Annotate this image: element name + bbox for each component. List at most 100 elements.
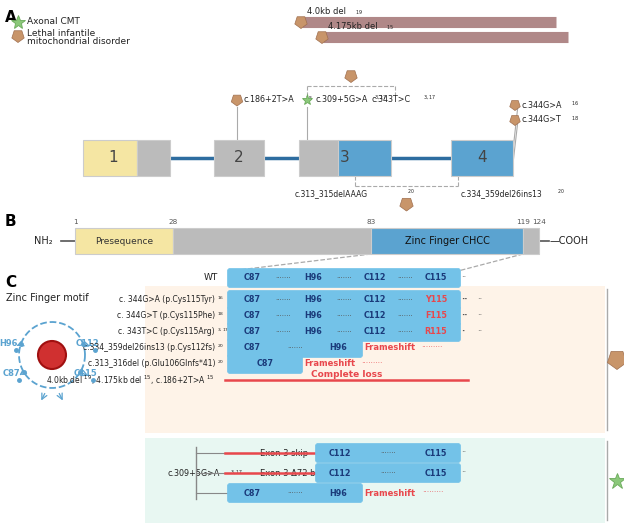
Text: $^{3,17}$: $^{3,17}$ — [217, 328, 229, 333]
Text: C87: C87 — [243, 488, 260, 497]
Text: F115: F115 — [425, 312, 447, 321]
Polygon shape — [608, 351, 624, 369]
Text: C115: C115 — [425, 273, 447, 282]
Text: $^{15}$: $^{15}$ — [305, 95, 313, 101]
Text: $^{20}$: $^{20}$ — [217, 360, 224, 365]
Text: Lethal infantile: Lethal infantile — [27, 29, 95, 38]
Text: C87: C87 — [243, 273, 260, 282]
Text: Y115: Y115 — [425, 296, 447, 305]
Text: 4: 4 — [477, 150, 487, 166]
Text: Zinc Finger CHCC: Zinc Finger CHCC — [404, 236, 489, 246]
Text: $^{18}$: $^{18}$ — [571, 115, 579, 121]
Text: c.309+5G>A: c.309+5G>A — [315, 96, 368, 105]
FancyBboxPatch shape — [228, 290, 461, 309]
Text: Frameshift: Frameshift — [364, 343, 415, 352]
Text: Complete loss: Complete loss — [311, 370, 382, 379]
FancyBboxPatch shape — [228, 306, 461, 325]
Text: ·······: ······· — [336, 329, 352, 335]
Text: $^{15}$: $^{15}$ — [386, 24, 394, 30]
Text: ·······: ······· — [336, 297, 352, 303]
Text: ·······: ······· — [397, 329, 413, 335]
Text: Exon 3 Δ13 bp: Exon 3 Δ13 bp — [260, 488, 321, 497]
FancyBboxPatch shape — [75, 228, 173, 254]
Text: c.344G>A: c.344G>A — [522, 101, 562, 110]
Text: Zinc Finger motif: Zinc Finger motif — [6, 293, 89, 303]
Polygon shape — [316, 32, 328, 43]
FancyBboxPatch shape — [145, 438, 605, 523]
Text: ·······: ······· — [275, 329, 291, 335]
Text: C87: C87 — [2, 369, 20, 378]
Text: $^{19}$: $^{19}$ — [355, 9, 363, 15]
FancyBboxPatch shape — [228, 339, 363, 358]
FancyBboxPatch shape — [316, 463, 461, 482]
Text: H96: H96 — [305, 273, 322, 282]
Text: C: C — [5, 275, 16, 290]
Text: ·······: ······· — [380, 450, 396, 456]
FancyBboxPatch shape — [228, 484, 363, 503]
Text: ·······: ······· — [275, 313, 291, 319]
Text: C112: C112 — [75, 339, 99, 348]
Text: C112: C112 — [363, 312, 386, 321]
Text: C115: C115 — [425, 469, 447, 478]
Text: C112: C112 — [329, 469, 351, 478]
Text: H96: H96 — [305, 312, 322, 321]
Polygon shape — [295, 17, 307, 29]
FancyBboxPatch shape — [523, 228, 539, 254]
Text: c.334_359del26ins13 (p.Cys112fs): c.334_359del26ins13 (p.Cys112fs) — [83, 343, 215, 352]
FancyBboxPatch shape — [214, 140, 264, 176]
FancyBboxPatch shape — [145, 286, 605, 433]
Text: C115: C115 — [425, 449, 447, 458]
Text: C115: C115 — [73, 369, 97, 378]
Text: c.313_315delAAAG: c.313_315delAAAG — [295, 189, 368, 198]
Text: 83: 83 — [366, 219, 376, 225]
Polygon shape — [510, 101, 520, 111]
Text: 4.0kb del $^{19}$, 4.175kb del $^{15}$, c.186+2T>A $^{15}$: 4.0kb del $^{19}$, 4.175kb del $^{15}$, … — [46, 373, 215, 387]
Text: c.309+5G>A: c.309+5G>A — [168, 469, 220, 478]
Text: ·······: ······· — [275, 297, 291, 303]
Text: ·······: ······· — [397, 275, 413, 281]
Text: C112: C112 — [329, 449, 351, 458]
Text: 28: 28 — [168, 219, 178, 225]
Text: Presequence: Presequence — [95, 236, 153, 245]
Text: c. 344G>A (p.Cys115Tyr): c. 344G>A (p.Cys115Tyr) — [119, 296, 215, 305]
Text: ·······: ······· — [275, 275, 291, 281]
Text: Exon 3 skip: Exon 3 skip — [260, 449, 308, 458]
Text: mitochondrial disorder: mitochondrial disorder — [27, 37, 130, 45]
Text: Axonal CMT: Axonal CMT — [27, 17, 80, 26]
Text: ··: ·· — [461, 449, 466, 458]
Text: c.344G>T: c.344G>T — [522, 115, 562, 124]
Text: ·: · — [461, 327, 464, 336]
Text: c.343T>C: c.343T>C — [372, 96, 411, 105]
Polygon shape — [510, 115, 520, 125]
Text: R115: R115 — [425, 327, 447, 336]
Text: 4.0kb del: 4.0kb del — [307, 7, 346, 16]
Text: 119: 119 — [516, 219, 530, 225]
Text: H96: H96 — [0, 339, 17, 348]
Text: 1: 1 — [109, 150, 119, 166]
Text: C112: C112 — [363, 296, 386, 305]
Text: c. 344G>T (p.Cys115Phe): c. 344G>T (p.Cys115Phe) — [117, 312, 215, 321]
Circle shape — [38, 341, 66, 369]
FancyBboxPatch shape — [451, 140, 513, 176]
Text: ·······: ······· — [397, 313, 413, 319]
FancyBboxPatch shape — [228, 323, 461, 342]
Text: ·········: ········· — [422, 488, 444, 497]
Polygon shape — [12, 31, 24, 42]
Text: ·······: ······· — [336, 275, 352, 281]
Text: $^{20}$: $^{20}$ — [557, 188, 565, 194]
Text: H96: H96 — [329, 488, 347, 497]
Text: C87: C87 — [243, 327, 260, 336]
Polygon shape — [232, 95, 243, 106]
Text: $^{16}$: $^{16}$ — [217, 296, 224, 301]
Text: ··: ·· — [461, 469, 466, 478]
Text: H96: H96 — [329, 343, 347, 352]
Text: $^{3,17}$: $^{3,17}$ — [423, 95, 436, 101]
Text: —COOH: —COOH — [550, 236, 589, 246]
Text: C112: C112 — [363, 273, 386, 282]
Text: ·········: ········· — [421, 343, 442, 352]
Text: ·······: ······· — [380, 470, 396, 476]
FancyBboxPatch shape — [228, 354, 303, 373]
Text: C87: C87 — [243, 343, 260, 352]
Text: $^{3,17}$: $^{3,17}$ — [374, 95, 388, 101]
FancyBboxPatch shape — [137, 140, 170, 176]
